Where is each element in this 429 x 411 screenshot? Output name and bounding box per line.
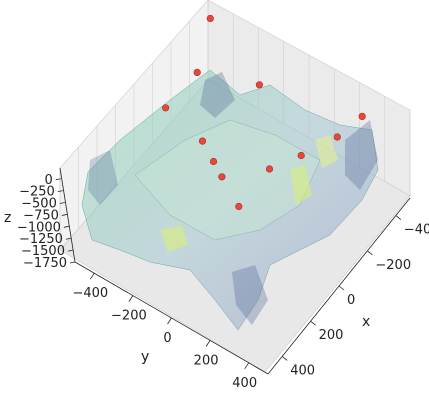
data-point: [162, 104, 170, 112]
data-point: [206, 14, 214, 23]
z-tick-mark: [63, 225, 69, 228]
y-tick-label: 400: [232, 376, 257, 391]
z-tick-label: 0: [45, 173, 53, 188]
z-tick-mark: [69, 261, 76, 264]
z-tick-mark: [57, 190, 63, 193]
x-tick-label: 400: [290, 363, 315, 378]
x-tick-mark: [367, 250, 373, 256]
x-tick-mark: [338, 285, 345, 291]
y-tick-mark: [167, 317, 172, 325]
x-tick-mark: [281, 356, 288, 361]
z-tick-label: −1500: [21, 244, 65, 259]
surface-peak-1: [290, 165, 312, 205]
data-point: [193, 68, 201, 76]
data-point: [358, 112, 366, 120]
y-tick-mark: [205, 340, 211, 347]
surface-dip-1: [200, 72, 235, 118]
z-axis-label: z: [4, 210, 11, 226]
z-tick-mark: [55, 178, 61, 181]
y-tick-mark: [244, 362, 250, 370]
x-tick-label: −400: [404, 223, 429, 238]
z-tick-mark: [59, 202, 65, 204]
z-tick-mark: [61, 214, 67, 216]
y-tick-label: 200: [194, 353, 219, 368]
axis-ticks: 0−250−500−750−1000−1250−1500−1750−400−20…: [17, 173, 429, 391]
x-axis-label: x: [362, 314, 370, 330]
surface-dip-3: [232, 265, 268, 325]
y-tick-mark: [128, 295, 134, 302]
x-tick-label: −200: [375, 258, 411, 273]
surface-dip-2: [345, 120, 378, 190]
data-point: [198, 137, 207, 145]
data-point: [209, 157, 218, 166]
data-point: [255, 81, 264, 89]
z-tick-mark: [67, 249, 74, 252]
y-tick-label: −200: [111, 309, 147, 324]
scatter-points: [162, 14, 366, 211]
data-point: [265, 165, 274, 173]
x-tick-mark: [310, 320, 316, 326]
z-tick-label: −1750: [23, 256, 67, 271]
y-tick-label: 0: [163, 331, 171, 346]
surface-mesh: [81, 69, 379, 331]
surface-peak-3: [315, 135, 338, 168]
y-tick-mark: [89, 272, 95, 280]
surface-inner-ridge: [134, 119, 321, 241]
z-tick-label: −250: [19, 185, 55, 200]
y-axis-label: y: [141, 349, 149, 365]
data-point: [333, 133, 341, 141]
data-point: [297, 151, 305, 160]
z-tick-label: −500: [21, 197, 57, 212]
surface-dip-4: [88, 150, 118, 205]
z-tick-label: −1250: [19, 232, 63, 247]
surface-body: [81, 69, 379, 331]
x-tick-label: 200: [319, 328, 344, 343]
y-tick-label: −400: [72, 286, 108, 301]
data-point: [235, 202, 243, 211]
z-tick-label: −750: [23, 208, 59, 223]
z-tick-mark: [65, 237, 72, 240]
data-point: [218, 173, 226, 181]
z-tick-label: −1000: [17, 220, 61, 235]
x-tick-mark: [395, 215, 402, 220]
z-axis-line: [59, 167, 76, 263]
x-tick-label: 0: [347, 293, 355, 308]
surface-peak-2: [160, 225, 188, 252]
